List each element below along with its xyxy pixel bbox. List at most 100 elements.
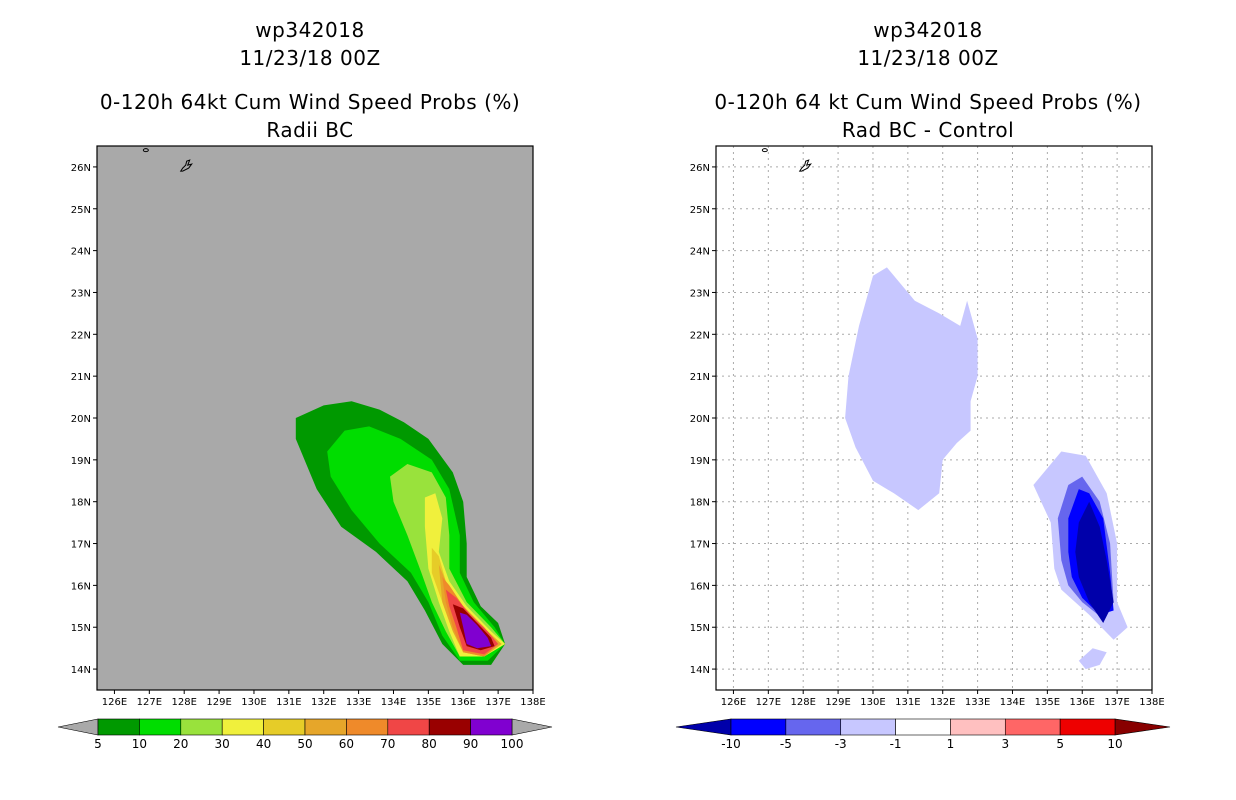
left-colorbar-swatch <box>470 718 513 736</box>
left-colorbar-label: 60 <box>339 737 354 751</box>
right-colorbar-over-arrow <box>1114 718 1171 736</box>
right-y-tick-label: 24N <box>690 247 710 258</box>
left-storm-id: wp342018 <box>255 18 365 42</box>
right-island-outline <box>798 159 812 172</box>
left-x-tick-label: 133E <box>346 697 371 708</box>
left-colorbar-label: 40 <box>256 737 271 751</box>
left-colorbar-label: 50 <box>297 737 312 751</box>
right-colorbar-label: 5 <box>1056 737 1064 751</box>
left-contour-90 <box>459 612 492 649</box>
left-y-tick-label: 25N <box>71 205 91 216</box>
right-y-tick-label: 15N <box>690 623 710 634</box>
left-island-outline <box>179 159 193 172</box>
left-colorbar-over-arrow <box>511 718 553 736</box>
left-islet-outline <box>142 148 149 153</box>
right-x-tick-label: 135E <box>1035 697 1060 708</box>
right-colorbar-swatch <box>1004 718 1061 736</box>
right-y-tick-label: 20N <box>690 414 710 425</box>
right-y-tick-label: 18N <box>690 498 710 509</box>
left-y-tick-label: 24N <box>71 247 91 258</box>
left-colorbar-swatch <box>263 718 306 736</box>
right-colorbar-label: 3 <box>1001 737 1009 751</box>
right-x-tick-label: 126E <box>721 697 746 708</box>
right-contour-neg10 <box>1075 501 1114 623</box>
left-colorbar-swatch <box>346 718 389 736</box>
left-colorbar-swatch <box>304 718 347 736</box>
left-colorbar-label: 30 <box>215 737 230 751</box>
left-colorbar-swatch <box>387 718 430 736</box>
left-chart-title: 0-120h 64kt Cum Wind Speed Probs (%) <box>99 90 521 114</box>
left-colorbar-label: 70 <box>380 737 395 751</box>
right-islet-outline <box>761 148 768 153</box>
left-y-tick-label: 17N <box>71 540 91 551</box>
left-colorbar-label: 20 <box>173 737 188 751</box>
left-x-tick-label: 127E <box>137 697 162 708</box>
right-x-tick-label: 134E <box>1000 697 1025 708</box>
left-x-tick-label: 129E <box>206 697 231 708</box>
left-x-tick-label: 137E <box>485 697 510 708</box>
right-x-tick-label: 137E <box>1104 697 1129 708</box>
right-y-tick-label: 26N <box>690 163 710 174</box>
right-x-tick-label: 131E <box>895 697 920 708</box>
right-y-tick-label: 17N <box>690 540 710 551</box>
left-contour-20 <box>390 464 506 657</box>
left-x-tick-label: 136E <box>451 697 476 708</box>
right-colorbar-swatch <box>840 718 896 736</box>
left-chart-subtitle: Radii BC <box>266 118 354 142</box>
right-y-tick-label: 14N <box>690 665 710 676</box>
left-colorbar-label: 100 <box>501 737 524 751</box>
right-x-tick-label: 128E <box>790 697 815 708</box>
right-colorbar-swatch <box>730 718 787 736</box>
right-y-tick-label: 21N <box>690 372 710 383</box>
right-colorbar-swatch <box>950 718 1006 736</box>
right-chart-title: 0-120h 64 kt Cum Wind Speed Probs (%) <box>714 90 1142 114</box>
left-y-tick-label: 23N <box>71 288 91 299</box>
left-y-tick-label: 18N <box>71 498 91 509</box>
right-contour-neg1 <box>845 267 978 511</box>
left-colorbar-label: 10 <box>132 737 147 751</box>
right-x-tick-label: 132E <box>930 697 955 708</box>
left-colorbar-label: 5 <box>94 737 102 751</box>
left-colorbar-swatch <box>428 718 471 736</box>
right-x-tick-label: 127E <box>756 697 781 708</box>
right-date: 11/23/18 00Z <box>857 46 999 70</box>
right-colorbar-label: 1 <box>947 737 955 751</box>
left-y-tick-label: 22N <box>71 330 91 341</box>
left-y-tick-label: 21N <box>71 372 91 383</box>
right-contour-neg1 <box>1078 648 1107 670</box>
left-y-tick-label: 15N <box>71 623 91 634</box>
left-colorbar-label: 90 <box>463 737 478 751</box>
left-colorbar-swatch <box>221 718 264 736</box>
left-colorbar-swatch <box>97 718 140 736</box>
right-y-tick-label: 25N <box>690 205 710 216</box>
right-y-tick-label: 16N <box>690 581 710 592</box>
left-colorbar-under-arrow <box>57 718 99 736</box>
right-x-tick-label: 129E <box>825 697 850 708</box>
left-x-tick-label: 130E <box>241 697 266 708</box>
right-colorbar-label: 10 <box>1107 737 1122 751</box>
left-y-tick-label: 26N <box>71 163 91 174</box>
left-x-tick-label: 138E <box>520 697 545 708</box>
left-colorbar-swatch <box>139 718 182 736</box>
left-x-tick-label: 134E <box>381 697 406 708</box>
right-y-tick-label: 23N <box>690 288 710 299</box>
right-colorbar-swatch <box>785 718 842 736</box>
right-colorbar-swatch <box>895 718 951 736</box>
right-colorbar-label: -1 <box>890 737 902 751</box>
left-y-tick-label: 20N <box>71 414 91 425</box>
left-contour-30 <box>424 493 506 657</box>
left-date: 11/23/18 00Z <box>239 46 381 70</box>
right-chart: 126E 127E 128E 129E 130E 131E 132E 133E 134E 135E… <box>675 145 1171 751</box>
left-y-tick-label: 14N <box>71 665 91 676</box>
right-x-tick-label: 136E <box>1070 697 1095 708</box>
left-x-tick-label: 135E <box>416 697 441 708</box>
left-y-tick-label: 16N <box>71 581 91 592</box>
right-colorbar-label: -10 <box>721 737 741 751</box>
right-y-tick-label: 19N <box>690 456 710 467</box>
left-x-tick-label: 128E <box>171 697 196 708</box>
right-x-tick-label: 133E <box>965 697 990 708</box>
right-x-tick-label: 138E <box>1139 697 1164 708</box>
right-y-tick-label: 22N <box>690 330 710 341</box>
left-chart: 126E 127E 128E 129E 130E 131E 132E 133E 134E 135E… <box>57 145 553 751</box>
left-colorbar-swatch <box>180 718 223 736</box>
